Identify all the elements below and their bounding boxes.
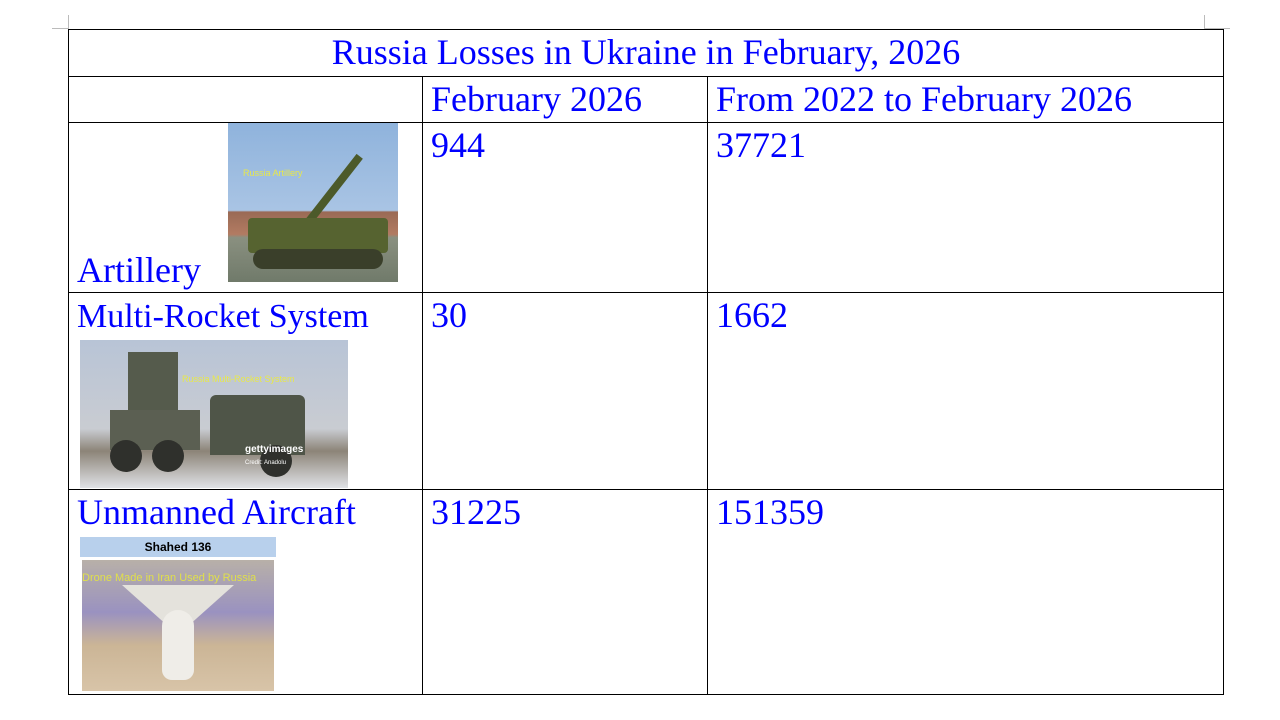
header-empty [68,76,423,123]
tank-tracks [253,249,383,269]
shahed-title: Shahed 136 [80,537,276,557]
page-corner-mark [1204,28,1230,29]
february-value: 31225 [422,489,708,695]
table-row: Russia Artillery Artillery 944 37721 [68,122,1225,293]
multi-rocket-caption: Russia Multi-Rocket System [182,374,295,384]
shahed-photo: Drone Made in Iran Used by Russia [82,560,274,691]
page-corner-mark [68,15,69,29]
page-corner-mark [1204,15,1205,29]
wheel [110,440,142,472]
tank-hull [248,218,388,253]
total-value: 37721 [706,122,1225,293]
table-row: Unmanned Aircraft Shahed 136 Drone Made … [68,489,1225,695]
row-label: Multi-Rocket System [77,298,369,335]
row-label-cell: Multi-Rocket System Russia Multi-Rocket … [68,292,423,490]
artillery-caption: Russia Artillery [243,168,303,178]
photo-credit: Credit: Anadolu [245,460,287,466]
multi-rocket-photo: Russia Multi-Rocket System gettyimages C… [80,340,348,488]
shahed-caption: Drone Made in Iran Used by Russia [82,572,257,584]
row-label-cell: Russia Artillery Artillery [68,122,423,293]
truck-cab [210,395,305,455]
title-row: Russia Losses in Ukraine in February, 20… [67,29,1225,77]
wheel [152,440,184,472]
february-value: 944 [422,122,708,293]
header-february: February 2026 [422,76,708,123]
table-row: Multi-Rocket System Russia Multi-Rocket … [68,292,1225,490]
row-label-cell: Unmanned Aircraft Shahed 136 Drone Made … [68,489,423,695]
february-value: 30 [422,292,708,490]
total-value: 1662 [706,292,1225,490]
header-row: February 2026 From 2022 to February 2026 [68,76,1225,123]
drone-body [162,610,194,680]
losses-table: Russia Losses in Ukraine in February, 20… [67,29,1225,695]
table-title: Russia Losses in Ukraine in February, 20… [67,29,1225,77]
header-total: From 2022 to February 2026 [706,76,1225,123]
page-corner-mark [52,28,68,29]
rocket-launcher [128,352,178,412]
wheel [260,445,292,477]
row-label: Artillery [77,250,201,290]
row-label: Unmanned Aircraft [77,492,356,532]
watermark: gettyimages [245,444,304,455]
artillery-photo: Russia Artillery [228,123,398,282]
total-value: 151359 [706,489,1225,695]
